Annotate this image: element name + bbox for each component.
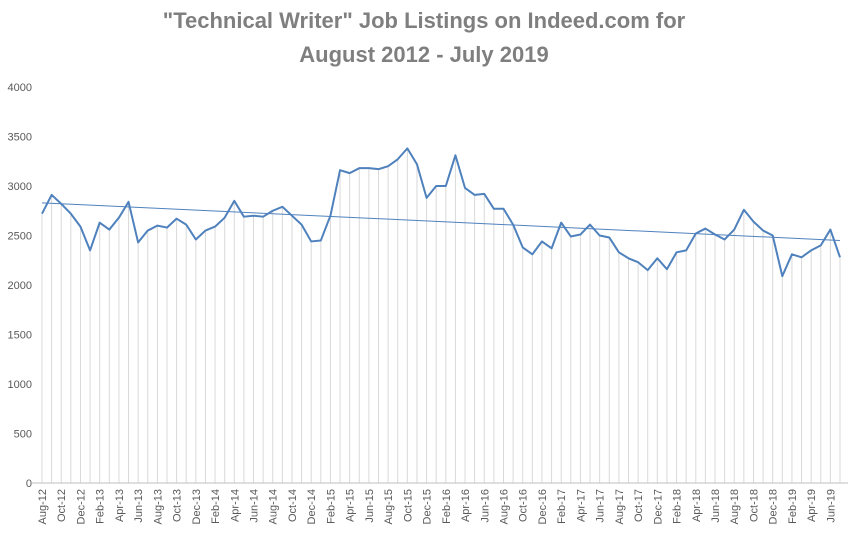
x-tick-label: Apr-17 [575, 489, 587, 522]
trend-line [41, 202, 841, 241]
x-tick-label: Dec-12 [75, 489, 87, 524]
x-tick-label: Apr-14 [229, 489, 241, 522]
y-tick-label: 2500 [8, 231, 32, 243]
x-tick-label: Jun-16 [479, 489, 491, 523]
x-tick-label: Aug-16 [498, 489, 510, 524]
x-tick-label: Oct-16 [518, 489, 530, 522]
x-tick-label: Jun-18 [710, 489, 722, 523]
x-tick-label: Apr-15 [345, 489, 357, 522]
chart-title: August 2012 - July 2019 [299, 42, 548, 67]
x-tick-label: Oct-15 [402, 489, 414, 522]
x-tick-label: Dec-13 [191, 489, 203, 524]
y-tick-label: 1500 [8, 330, 32, 342]
x-tick-label: Aug-17 [614, 489, 626, 524]
x-tick-label: Feb-14 [210, 489, 222, 524]
x-tick-label: Apr-13 [114, 489, 126, 522]
x-tick-label: Aug-15 [383, 489, 395, 524]
x-tick-label: Dec-16 [537, 489, 549, 524]
x-tick-label: Jun-14 [249, 489, 261, 523]
y-tick-label: 3000 [8, 181, 32, 193]
x-tick-label: Oct-18 [748, 489, 760, 522]
x-tick-label: Feb-16 [441, 489, 453, 524]
x-tick-label: Dec-14 [306, 489, 318, 524]
y-tick-label: 1000 [8, 379, 32, 391]
x-tick-label: Apr-19 [806, 489, 818, 522]
x-tick-label: Feb-19 [787, 489, 799, 524]
x-tick-label: Dec-18 [768, 489, 780, 524]
x-tick-label: Apr-16 [460, 489, 472, 522]
y-tick-label: 3500 [8, 132, 32, 144]
y-tick-label: 500 [14, 429, 32, 441]
x-tick-label: Aug-13 [152, 489, 164, 524]
x-tick-label: Jun-17 [595, 489, 607, 523]
x-tick-label: Oct-12 [56, 489, 68, 522]
y-tick-label: 2000 [8, 280, 32, 292]
x-tick-label: Oct-14 [287, 489, 299, 522]
x-tick-label: Oct-13 [172, 489, 184, 522]
x-tick-label: Apr-18 [691, 489, 703, 522]
x-tick-label: Feb-15 [325, 489, 337, 524]
chart-title: "Technical Writer" Job Listings on Indee… [163, 8, 686, 33]
x-tick-label: Aug-14 [268, 489, 280, 524]
y-tick-label: 4000 [8, 82, 32, 94]
x-tick-label: Feb-18 [672, 489, 684, 524]
x-tick-label: Dec-17 [652, 489, 664, 524]
x-tick-label: Oct-17 [633, 489, 645, 522]
x-tick-label: Feb-13 [95, 489, 107, 524]
x-tick-label: Aug-12 [37, 489, 49, 524]
x-tick-label: Jun-13 [133, 489, 145, 523]
x-tick-label: Dec-15 [422, 489, 434, 524]
y-tick-label: 0 [26, 478, 32, 490]
data-line [41, 147, 841, 278]
x-tick-label: Jun-15 [364, 489, 376, 523]
x-tick-label: Aug-18 [729, 489, 741, 524]
x-tick-label: Feb-17 [556, 489, 568, 524]
x-tick-label: Jun-19 [825, 489, 837, 523]
